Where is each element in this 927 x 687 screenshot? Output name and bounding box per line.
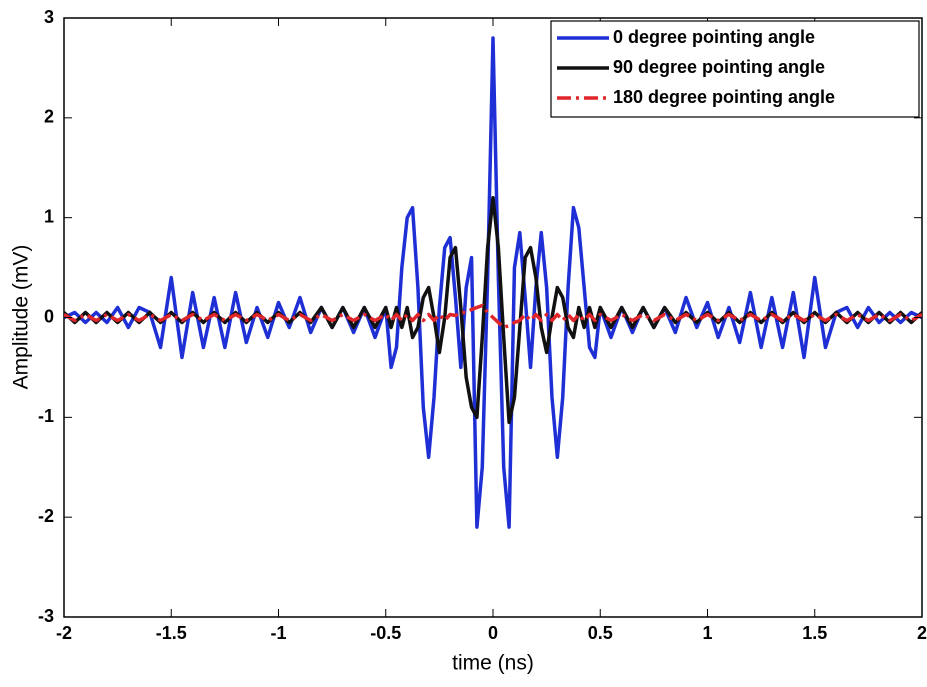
legend: 0 degree pointing angle 90 degree pointin…: [550, 20, 920, 118]
series-line: [64, 36, 922, 529]
legend-label: 0 degree pointing angle: [613, 27, 815, 47]
y-tick-label: -2: [38, 506, 54, 526]
x-tick-label: 0.5: [588, 623, 613, 643]
y-tick-label: 0: [44, 306, 54, 326]
legend-label: 90 degree pointing angle: [613, 57, 825, 77]
x-tick-label: -2: [56, 623, 72, 643]
lines: [64, 36, 922, 529]
y-tick-label: 3: [44, 7, 54, 27]
x-tick-label: -0.5: [370, 623, 401, 643]
x-tick-label: 1.5: [802, 623, 827, 643]
x-tick-label: -1.5: [156, 623, 187, 643]
legend-box: [550, 20, 920, 118]
x-tick-label: -1: [270, 623, 286, 643]
y-tick-label: 2: [44, 107, 54, 127]
series-line: [64, 303, 922, 330]
x-axis-label: time (ns): [452, 652, 534, 675]
y-tick-label: -1: [38, 406, 54, 426]
y-axis-label: Amplitude (mV): [10, 245, 33, 390]
y-tick-label: -3: [38, 606, 54, 626]
y-tick-label: 1: [44, 206, 54, 226]
legend-label: 180 degree pointing angle: [613, 87, 835, 107]
x-tick-label: 1: [702, 623, 712, 643]
x-tick-label: 2: [917, 623, 927, 643]
x-tick-label: 0: [488, 623, 498, 643]
